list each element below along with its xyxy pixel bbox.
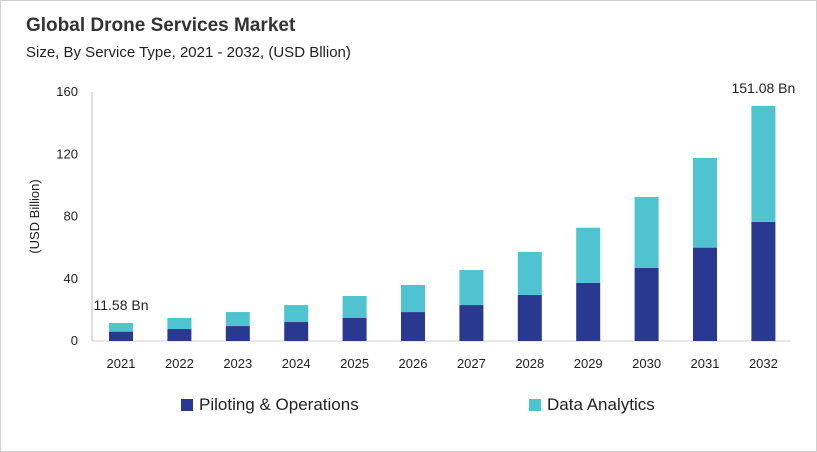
bar-piloting-2023 — [225, 326, 250, 341]
bar-data-analytics-2023 — [225, 312, 250, 327]
bar-piloting-2026 — [401, 312, 425, 341]
bar-data-analytics-2028 — [517, 251, 542, 295]
bar-piloting-2029 — [576, 282, 601, 341]
legend-label: Data Analytics — [547, 395, 655, 414]
bar-piloting-2024 — [284, 322, 309, 341]
x-tick-label: 2032 — [749, 356, 778, 371]
x-tick-label: 2022 — [165, 356, 194, 371]
bar-piloting-2021 — [109, 331, 133, 341]
x-tick-label: 2029 — [574, 356, 603, 371]
x-tick-label: 2026 — [399, 356, 428, 371]
legend-label: Piloting & Operations — [199, 395, 359, 414]
y-tick-label: 160 — [56, 84, 78, 99]
bar-data-analytics-2027 — [459, 270, 484, 306]
legend-item-piloting: Piloting & Operations — [181, 395, 359, 415]
x-tick-label: 2021 — [107, 356, 136, 371]
x-tick-label: 2030 — [632, 356, 661, 371]
x-tick-label: 2024 — [282, 356, 311, 371]
data-label: 11.58 Bn — [93, 297, 148, 313]
y-tick-label: 0 — [71, 333, 78, 348]
bar-data-analytics-2024 — [284, 305, 309, 323]
bar-piloting-2022 — [167, 329, 192, 341]
bar-data-analytics-2026 — [401, 284, 425, 313]
bar-piloting-2032 — [751, 221, 776, 341]
legend-swatch — [529, 399, 541, 411]
bar-data-analytics-2025 — [342, 296, 367, 318]
x-tick-label: 2031 — [691, 356, 720, 371]
y-tick-label: 80 — [64, 209, 78, 224]
bar-piloting-2030 — [634, 268, 659, 341]
x-tick-label: 2023 — [223, 356, 252, 371]
data-label: 151.08 Bn — [731, 80, 795, 96]
y-axis-label: (USD Billion) — [27, 179, 42, 253]
legend-item-data-analytics: Data Analytics — [529, 395, 655, 415]
bar-data-analytics-2032 — [751, 105, 776, 222]
x-tick-label: 2028 — [515, 356, 544, 371]
x-tick-label: 2025 — [340, 356, 369, 371]
bar-data-analytics-2021 — [109, 322, 133, 332]
bar-piloting-2027 — [459, 305, 484, 341]
y-tick-label: 40 — [64, 271, 78, 286]
bar-data-analytics-2030 — [634, 197, 659, 269]
bar-data-analytics-2031 — [693, 157, 717, 248]
chart-subtitle: Size, By Service Type, 2021 - 2032, (USD… — [26, 44, 351, 61]
x-tick-label: 2027 — [457, 356, 486, 371]
bar-piloting-2031 — [693, 247, 717, 341]
bar-piloting-2028 — [517, 294, 542, 341]
bar-data-analytics-2022 — [167, 317, 192, 330]
y-tick-label: 120 — [56, 146, 78, 161]
legend-swatch — [181, 399, 193, 411]
chart-title: Global Drone Services Market — [26, 15, 296, 36]
bar-data-analytics-2029 — [576, 227, 601, 283]
bar-piloting-2025 — [342, 317, 367, 341]
